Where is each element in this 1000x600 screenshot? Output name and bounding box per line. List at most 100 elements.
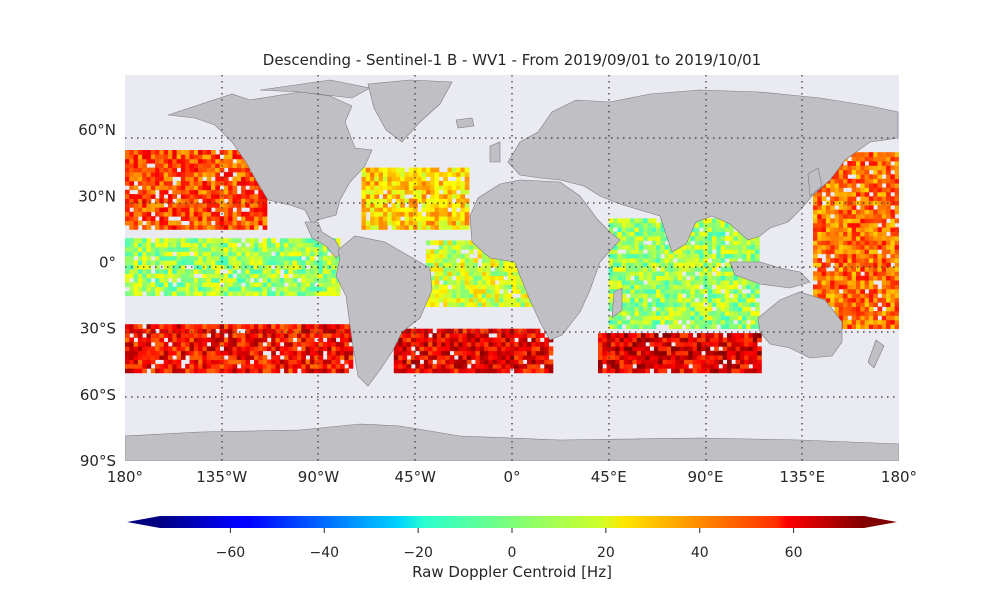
data-cell xyxy=(868,253,874,259)
data-cell xyxy=(211,251,216,257)
data-cell xyxy=(193,211,199,217)
data-cell xyxy=(185,324,190,329)
data-cell xyxy=(720,271,726,277)
data-cell xyxy=(464,275,470,281)
data-cell xyxy=(750,324,756,329)
data-cell xyxy=(309,363,315,369)
data-cell xyxy=(834,240,840,246)
data-cell xyxy=(638,280,644,285)
data-cell xyxy=(421,172,427,177)
data-cell xyxy=(211,333,216,338)
data-cell xyxy=(146,225,152,230)
data-cell xyxy=(262,277,268,283)
data-cell xyxy=(176,368,182,374)
data-cell xyxy=(395,172,401,177)
data-cell xyxy=(864,280,870,285)
data-cell xyxy=(146,273,152,279)
data-cell xyxy=(249,328,255,334)
data-cell xyxy=(297,333,302,338)
data-cell xyxy=(215,176,220,182)
data-cell xyxy=(720,275,726,281)
data-cell xyxy=(505,363,511,369)
data-cell xyxy=(378,216,384,221)
data-cell xyxy=(501,368,506,374)
data-cell xyxy=(254,220,259,226)
data-cell xyxy=(469,297,474,303)
data-cell xyxy=(146,202,152,208)
data-cell xyxy=(137,242,143,248)
data-cell xyxy=(671,359,676,365)
data-cell xyxy=(436,363,442,369)
data-cell xyxy=(223,238,229,243)
data-cell xyxy=(189,207,195,213)
data-cell xyxy=(873,266,878,272)
data-cell xyxy=(692,359,698,365)
data-cell xyxy=(284,269,289,274)
data-cell xyxy=(245,189,251,195)
data-cell xyxy=(129,167,134,173)
data-cell xyxy=(890,174,896,180)
data-cell xyxy=(873,297,878,303)
data-cell xyxy=(133,216,139,221)
data-cell xyxy=(686,311,691,316)
data-cell xyxy=(232,163,238,168)
data-cell xyxy=(142,242,147,248)
data-cell xyxy=(727,337,732,343)
data-cell xyxy=(241,220,246,226)
data-cell xyxy=(146,242,152,248)
data-cell xyxy=(150,167,156,173)
data-cell xyxy=(172,255,177,261)
data-cell xyxy=(727,341,732,347)
data-cell xyxy=(322,277,328,283)
data-cell xyxy=(163,172,169,177)
data-cell xyxy=(340,337,345,343)
data-cell xyxy=(436,341,442,347)
data-cell xyxy=(716,275,721,281)
data-cell xyxy=(443,258,448,263)
data-cell xyxy=(630,289,635,294)
data-cell xyxy=(873,156,878,162)
data-cell xyxy=(649,333,655,338)
data-cell xyxy=(638,253,644,259)
data-cell xyxy=(856,191,861,197)
data-cell xyxy=(694,231,700,237)
data-cell xyxy=(494,275,500,281)
data-cell xyxy=(615,368,620,374)
data-cell xyxy=(137,277,143,283)
data-cell xyxy=(434,289,440,294)
data-cell xyxy=(488,363,494,369)
data-cell xyxy=(271,277,276,283)
data-cell xyxy=(894,302,899,307)
data-cell xyxy=(176,291,182,296)
data-cell xyxy=(630,231,635,237)
data-cell xyxy=(877,209,883,215)
data-cell xyxy=(309,328,315,334)
data-cell xyxy=(193,251,199,257)
data-cell xyxy=(292,368,298,374)
data-cell xyxy=(464,302,470,307)
data-cell xyxy=(163,359,169,365)
data-cell xyxy=(331,359,337,365)
data-cell xyxy=(322,269,328,274)
data-cell xyxy=(245,211,251,217)
data-cell xyxy=(292,282,298,288)
data-cell xyxy=(142,189,147,195)
data-cell xyxy=(155,368,160,374)
data-cell xyxy=(318,337,324,343)
data-cell xyxy=(531,328,537,334)
data-cell xyxy=(660,297,666,303)
data-cell xyxy=(834,218,840,224)
data-cell xyxy=(544,359,549,365)
data-cell xyxy=(486,262,491,268)
data-cell xyxy=(254,211,259,217)
data-cell xyxy=(834,253,840,259)
data-cell xyxy=(692,368,698,374)
data-cell xyxy=(370,176,375,182)
data-cell xyxy=(301,333,306,338)
data-cell xyxy=(856,165,861,171)
data-cell xyxy=(241,355,246,360)
data-cell xyxy=(675,346,681,352)
data-cell xyxy=(438,216,444,221)
data-cell xyxy=(686,284,691,290)
data-cell xyxy=(125,251,130,257)
